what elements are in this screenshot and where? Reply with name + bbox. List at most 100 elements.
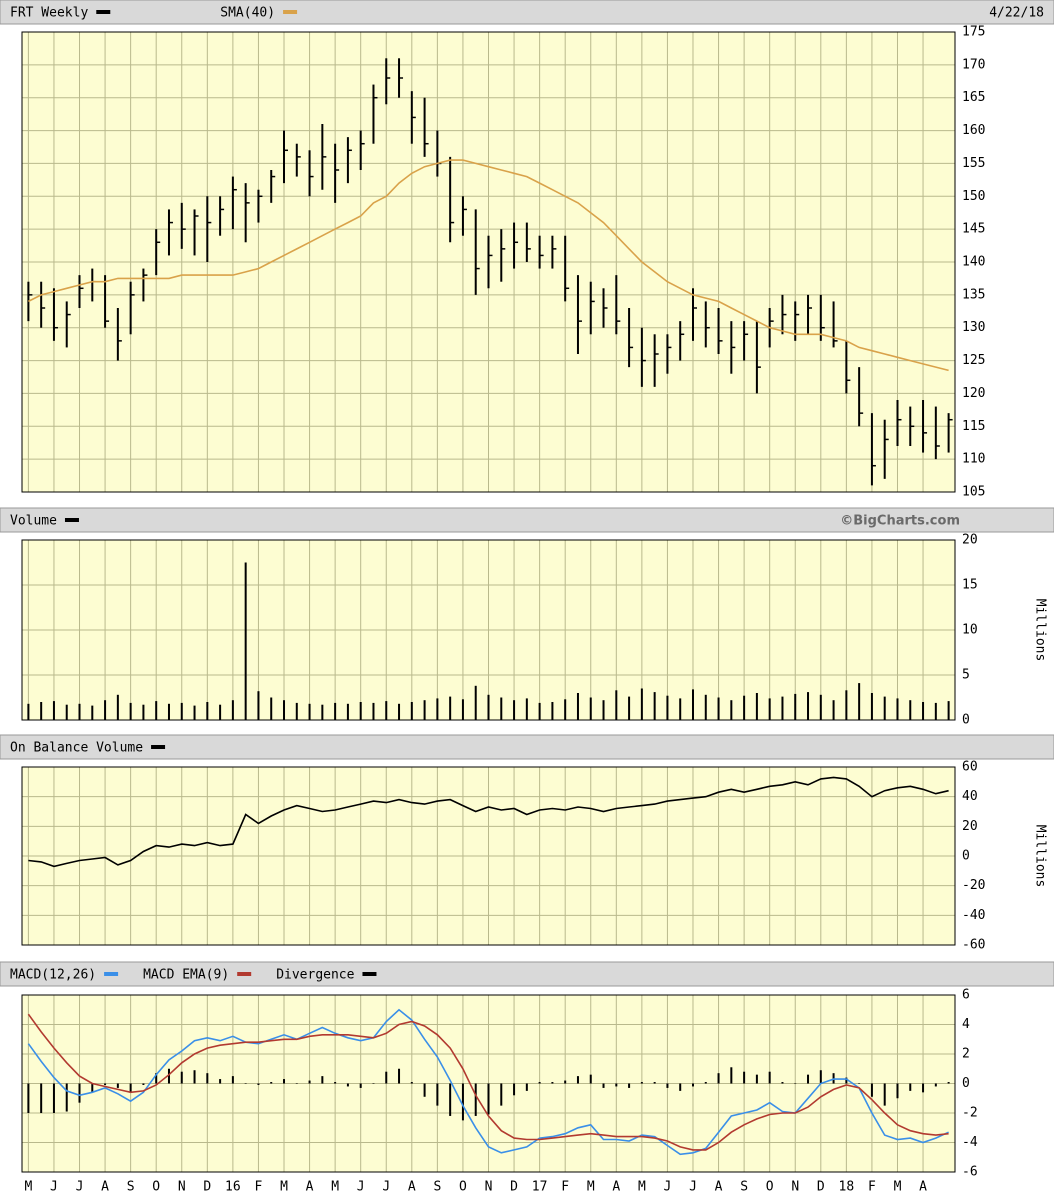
bar [65, 1083, 68, 1112]
bar [640, 688, 643, 720]
x-tick-label: N [178, 1180, 186, 1195]
bar [934, 1083, 937, 1087]
bar [883, 1083, 886, 1106]
bar [52, 1083, 55, 1113]
bar [666, 1083, 669, 1088]
bar [283, 700, 286, 720]
x-tick-label: N [791, 1180, 799, 1195]
x-tick-label: J [689, 1180, 697, 1195]
bar [730, 1067, 733, 1084]
y-tick-label: 5 [962, 668, 970, 683]
bar [909, 1083, 912, 1091]
bar [257, 1083, 260, 1085]
x-tick-label: A [306, 1180, 314, 1195]
bar [870, 693, 873, 720]
x-tick-label: O [459, 1180, 467, 1195]
bar [321, 1076, 324, 1084]
x-tick-label: 17 [532, 1180, 548, 1195]
bar [513, 1083, 516, 1096]
bar [155, 1073, 158, 1084]
bar [615, 1083, 618, 1087]
y-tick-label: 170 [962, 57, 985, 72]
bar [628, 696, 631, 720]
y-tick-label: 135 [962, 287, 985, 302]
bar [653, 1082, 656, 1084]
x-tick-label: 16 [225, 1180, 241, 1195]
bar [385, 701, 388, 720]
y-tick-label: 140 [962, 255, 985, 270]
panel-header [0, 734, 1054, 760]
bar [295, 1083, 298, 1084]
bar [219, 1079, 222, 1084]
bar [704, 694, 707, 720]
series-line [27, 1013, 949, 1151]
bar [436, 1083, 439, 1106]
y-tick-label: -60 [962, 938, 985, 953]
y-tick-label: 125 [962, 353, 985, 368]
bar [628, 1083, 631, 1088]
date-label: 4/22/18 [989, 6, 1044, 21]
legend-label: SMA(40) [220, 6, 275, 21]
legend-swatch [237, 972, 252, 976]
bar [116, 694, 119, 720]
bar [525, 698, 528, 720]
bar [474, 1083, 477, 1116]
bar [947, 1082, 950, 1084]
y-axis-label: Millions [1033, 599, 1048, 662]
bar [781, 1082, 784, 1084]
bar [564, 1080, 567, 1084]
y-tick-label: -2 [962, 1106, 978, 1121]
legend-label: Volume [10, 514, 57, 529]
y-tick-label: -6 [962, 1165, 978, 1180]
bar [845, 690, 848, 720]
legend-label: FRT Weekly [10, 6, 88, 21]
bar [78, 703, 81, 720]
bar [896, 1083, 899, 1099]
x-tick-label: M [24, 1180, 32, 1195]
bar [40, 1083, 43, 1113]
y-tick-label: 175 [962, 25, 985, 40]
y-tick-label: 20 [962, 819, 978, 834]
bar [206, 702, 209, 720]
legend-label: On Balance Volume [10, 741, 143, 756]
bar [270, 697, 273, 720]
bar [909, 700, 912, 720]
bar [52, 701, 55, 720]
y-tick-label: 160 [962, 123, 985, 138]
bar [65, 704, 68, 720]
bar [398, 703, 401, 720]
bar [755, 1074, 758, 1084]
bar [743, 695, 746, 720]
y-axis-label: Millions [1033, 825, 1048, 888]
bar [551, 1082, 554, 1084]
bar [449, 1083, 452, 1116]
x-tick-label: A [612, 1180, 620, 1195]
y-tick-label: 110 [962, 452, 985, 467]
plot-border [21, 994, 956, 1173]
x-tick-label: J [664, 1180, 672, 1195]
y-tick-label: 20 [962, 533, 978, 548]
bar [461, 1083, 464, 1121]
y-tick-label: 4 [962, 1017, 970, 1032]
bar [743, 1071, 746, 1084]
bar [295, 702, 298, 720]
bar [372, 1083, 375, 1084]
bar [525, 1083, 528, 1091]
bar [155, 701, 158, 720]
x-tick-label: N [485, 1180, 493, 1195]
bar [730, 700, 733, 720]
bar [449, 696, 452, 720]
x-tick-label: F [561, 1180, 569, 1195]
x-tick-label: M [280, 1180, 288, 1195]
y-tick-label: -40 [962, 908, 985, 923]
y-tick-label: -20 [962, 878, 985, 893]
bar [755, 693, 758, 720]
plot-border [21, 31, 956, 493]
panel-header [0, 0, 1054, 25]
bar [576, 1076, 579, 1084]
series-line [28, 159, 949, 372]
legend-swatch [64, 518, 79, 522]
y-tick-label: 40 [962, 789, 978, 804]
bar [410, 1082, 413, 1084]
